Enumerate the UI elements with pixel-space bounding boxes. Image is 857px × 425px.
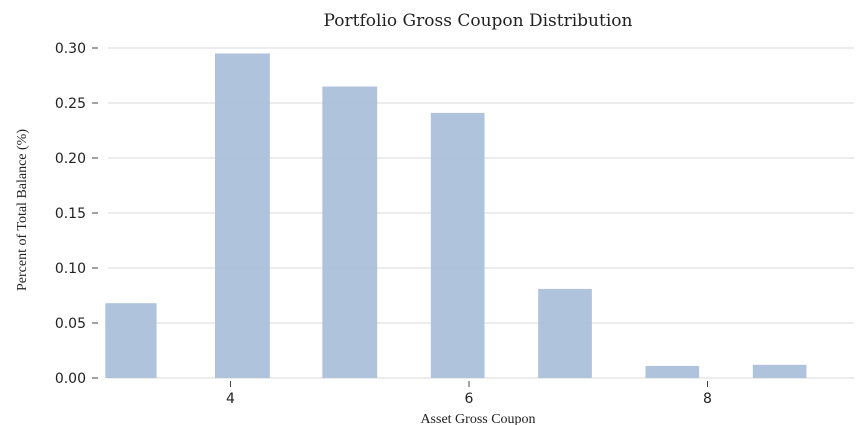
x-axis-label: Asset Gross Coupon	[420, 412, 535, 425]
x-tick-label: 8	[703, 391, 712, 407]
y-axis-ticks: 0.00 0.05 0.10 0.15 0.20 0.25 0.30	[55, 41, 98, 387]
x-tick-label: 6	[465, 391, 474, 407]
y-tick-label: 0.10	[55, 261, 86, 277]
y-tick-label: 0.25	[55, 96, 86, 112]
y-tick-label: 0.20	[55, 151, 86, 167]
bar	[214, 53, 270, 378]
chart-title: Portfolio Gross Coupon Distribution	[324, 11, 633, 31]
bar	[645, 365, 700, 378]
bar	[538, 288, 592, 378]
bars	[105, 53, 807, 379]
bar	[430, 112, 485, 379]
x-axis-ticks: 46810	[226, 381, 712, 407]
bar	[752, 364, 807, 378]
y-tick-label: 0.15	[55, 206, 86, 222]
y-tick-label: 0.30	[55, 41, 86, 57]
x-tick-label: 4	[226, 391, 235, 407]
bar	[322, 86, 378, 378]
y-tick-label: 0.05	[55, 316, 86, 332]
y-tick-label: 0.00	[55, 371, 86, 387]
bar	[105, 303, 157, 378]
y-axis-label: Percent of Total Balance (%)	[15, 129, 30, 291]
